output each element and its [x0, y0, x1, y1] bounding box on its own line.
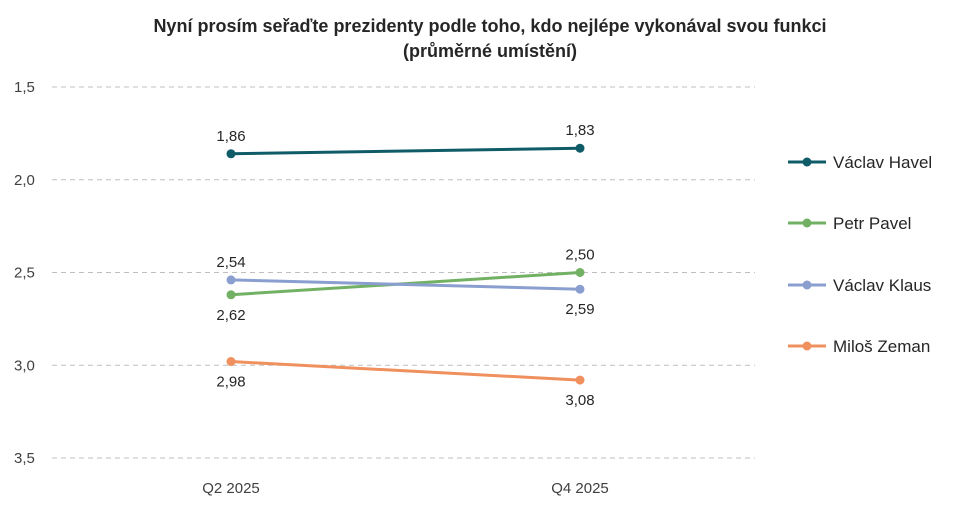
chart-title-line1: Nyní prosím seřaďte prezidenty podle toh… [153, 16, 827, 36]
series-line [230, 360, 581, 382]
legend-label: Václav Klaus [833, 276, 931, 295]
data-label: 2,98 [216, 374, 245, 391]
data-label: 2,50 [565, 247, 594, 264]
y-tick-label: 2,0 [14, 172, 35, 189]
legend-marker [802, 157, 812, 167]
x-tick-label: Q2 2025 [202, 480, 260, 497]
data-label: 2,62 [216, 307, 245, 324]
y-tick-label: 3,5 [14, 450, 35, 467]
data-point [575, 143, 585, 153]
data-point [226, 357, 236, 367]
x-tick-label: Q4 2025 [551, 480, 609, 497]
y-tick-label: 2,5 [14, 265, 35, 282]
legend-label: Václav Havel [833, 153, 932, 172]
data-point [575, 268, 585, 277]
data-label: 2,54 [216, 254, 245, 271]
data-point [226, 290, 236, 300]
chart-title-line2: (průměrné umístění) [402, 41, 578, 61]
legend-label: Miloš Zeman [833, 337, 930, 356]
series-line [230, 146, 581, 156]
data-point [575, 375, 585, 385]
data-point [575, 284, 585, 294]
data-label: 1,83 [565, 122, 594, 139]
y-tick-label: 1,5 [14, 79, 35, 96]
legend-label: Petr Pavel [833, 214, 911, 233]
series-line [230, 278, 581, 291]
chart-title: Nyní prosím seřaďte prezidenty podle toh… [0, 14, 980, 64]
data-label: 3,08 [565, 392, 594, 409]
legend-marker [802, 280, 812, 290]
y-tick-label: 3,0 [14, 357, 35, 374]
data-label: 1,86 [216, 128, 245, 145]
data-point [226, 275, 236, 285]
data-point [226, 149, 236, 159]
legend-marker [802, 218, 812, 228]
legend-marker [802, 341, 812, 351]
data-label: 2,59 [565, 301, 594, 318]
